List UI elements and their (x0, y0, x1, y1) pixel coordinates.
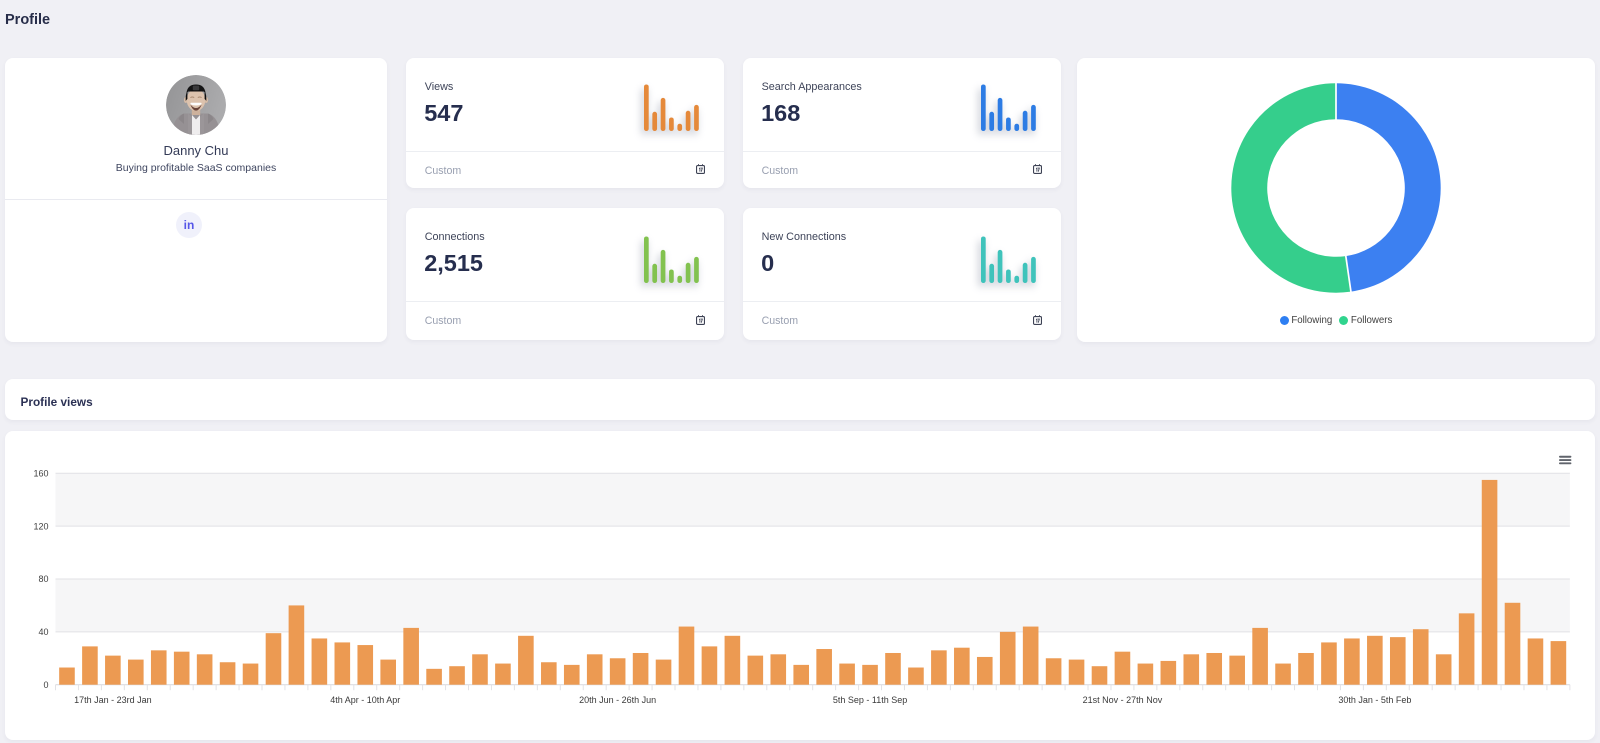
svg-text:80: 80 (38, 574, 48, 584)
svg-text:17th Jan - 23rd Jan: 17th Jan - 23rd Jan (74, 695, 152, 705)
svg-text:4th Apr - 10th Apr: 4th Apr - 10th Apr (330, 695, 400, 705)
svg-text:120: 120 (33, 521, 48, 531)
svg-text:160: 160 (33, 468, 48, 478)
svg-text:0: 0 (43, 680, 48, 690)
svg-text:30th Jan - 5th Feb: 30th Jan - 5th Feb (1338, 695, 1411, 705)
svg-text:5th Sep - 11th Sep: 5th Sep - 11th Sep (833, 695, 907, 705)
svg-text:20th Jun - 26th Jun: 20th Jun - 26th Jun (579, 695, 656, 705)
svg-text:40: 40 (38, 627, 48, 637)
svg-text:21st Nov - 27th Nov: 21st Nov - 27th Nov (1083, 695, 1163, 705)
